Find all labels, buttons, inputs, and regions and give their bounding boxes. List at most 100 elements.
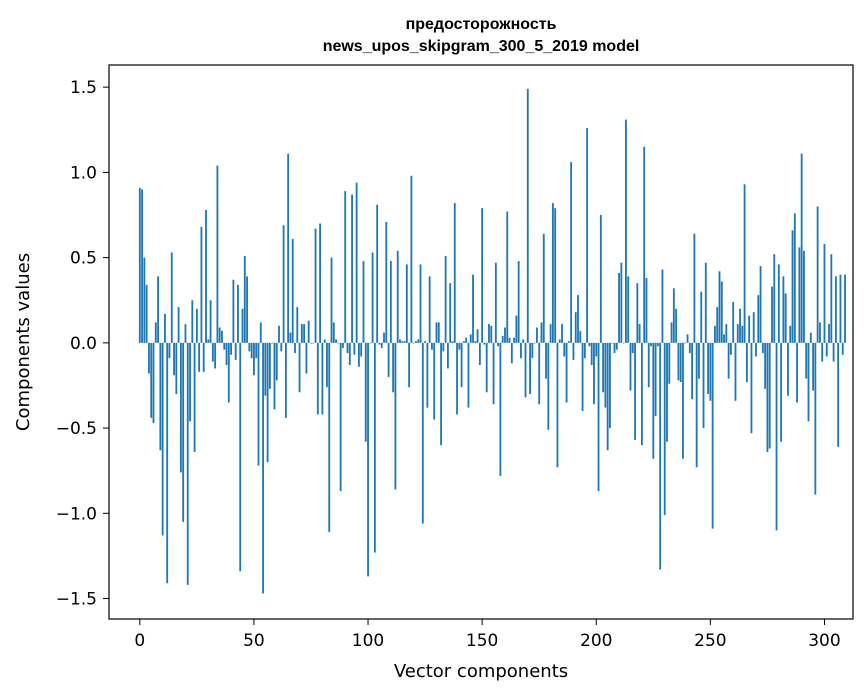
bar-80 — [321, 342, 324, 415]
bar-260 — [732, 301, 735, 343]
bar-38 — [225, 342, 228, 366]
bar-64 — [284, 342, 287, 418]
bar-308 — [841, 342, 844, 355]
bar-181 — [551, 203, 554, 343]
bar-167 — [520, 342, 522, 359]
bar-267 — [748, 315, 751, 343]
bar-115 — [401, 341, 404, 343]
bar-255 — [720, 281, 723, 343]
bar-277 — [771, 286, 773, 343]
bar-103 — [373, 342, 376, 553]
bar-274 — [764, 342, 767, 389]
bar-209 — [615, 342, 618, 350]
x-tick-label: 250 — [694, 631, 726, 651]
bar-63 — [282, 225, 285, 343]
bar-293 — [807, 342, 810, 422]
bar-141 — [460, 342, 463, 388]
bar-217 — [634, 342, 636, 441]
bar-241 — [688, 342, 691, 354]
bar-30 — [207, 339, 210, 343]
bar-9 — [159, 342, 162, 451]
bar-275 — [766, 342, 769, 452]
bar-134 — [444, 255, 447, 343]
bar-155 — [492, 342, 495, 405]
bar-288 — [796, 342, 798, 403]
bar-189 — [570, 162, 573, 343]
bar-153 — [488, 324, 490, 343]
bar-50 — [253, 342, 255, 376]
bar-55 — [264, 342, 267, 396]
bar-93 — [351, 194, 353, 343]
bar-264 — [741, 325, 744, 343]
bar-201 — [597, 342, 600, 492]
bar-214 — [627, 276, 630, 343]
bar-169 — [524, 342, 527, 398]
bar-127 — [428, 276, 431, 343]
bar-43 — [237, 284, 239, 343]
bar-174 — [536, 327, 538, 343]
bar-5 — [150, 342, 153, 418]
bar-222 — [645, 278, 648, 343]
bar-23 — [191, 300, 194, 343]
bar-3 — [145, 284, 148, 343]
bar-121 — [415, 341, 417, 343]
bar-238 — [682, 342, 684, 459]
bar-130 — [435, 322, 438, 343]
bar-156 — [494, 262, 497, 343]
bar-173 — [533, 342, 536, 344]
bar-69 — [296, 307, 299, 343]
bar-39 — [227, 342, 230, 403]
bar-164 — [513, 337, 516, 343]
bar-289 — [798, 247, 801, 343]
bar-299 — [821, 342, 824, 362]
bar-22 — [189, 342, 191, 422]
bar-208 — [613, 342, 616, 354]
x-tick-label: 200 — [580, 631, 612, 651]
x-tick-label: 0 — [134, 631, 145, 651]
bar-224 — [650, 342, 652, 347]
bar-49 — [250, 342, 253, 359]
bar-263 — [739, 308, 741, 343]
bar-125 — [424, 341, 426, 343]
y-axis-ticks: −1.5 −1.0 −0.5 0.0 0.5 1.0 1.5 — [56, 78, 109, 610]
bar-104 — [376, 204, 379, 343]
bar-45 — [241, 308, 244, 343]
bar-83 — [328, 342, 331, 533]
bar-56 — [266, 342, 269, 463]
bar-269 — [752, 312, 755, 343]
x-axis-ticks: 0 50 100 150 200 250 300 — [134, 619, 841, 651]
bar-179 — [547, 342, 550, 430]
bar-259 — [729, 342, 732, 355]
bar-162 — [508, 337, 511, 343]
bar-229 — [661, 269, 664, 343]
bar-68 — [294, 342, 296, 354]
bar-14 — [170, 252, 173, 343]
bar-292 — [805, 342, 808, 379]
bar-139 — [456, 342, 458, 415]
bar-31 — [209, 300, 212, 343]
bar-266 — [745, 342, 748, 383]
bar-211 — [620, 262, 623, 343]
bar-86 — [335, 339, 337, 343]
bar-188 — [567, 341, 570, 343]
bar-301 — [825, 342, 828, 357]
bar-271 — [757, 295, 760, 343]
bar-106 — [380, 342, 383, 348]
y-tick-label: 1.0 — [70, 163, 97, 183]
bar-138 — [453, 203, 456, 343]
bar-166 — [517, 261, 520, 343]
bar-242 — [691, 342, 694, 400]
bar-228 — [659, 342, 662, 570]
bar-221 — [643, 146, 646, 343]
bar-252 — [714, 325, 716, 343]
bar-247 — [702, 342, 705, 429]
bar-11 — [164, 313, 166, 343]
bar-232 — [668, 342, 671, 384]
y-tick-label: −1.0 — [56, 504, 97, 524]
bar-126 — [426, 342, 429, 408]
bar-283 — [784, 293, 787, 343]
bar-220 — [640, 342, 643, 446]
bar-71 — [300, 324, 303, 343]
bar-190 — [572, 342, 575, 360]
bar-112 — [394, 342, 397, 490]
